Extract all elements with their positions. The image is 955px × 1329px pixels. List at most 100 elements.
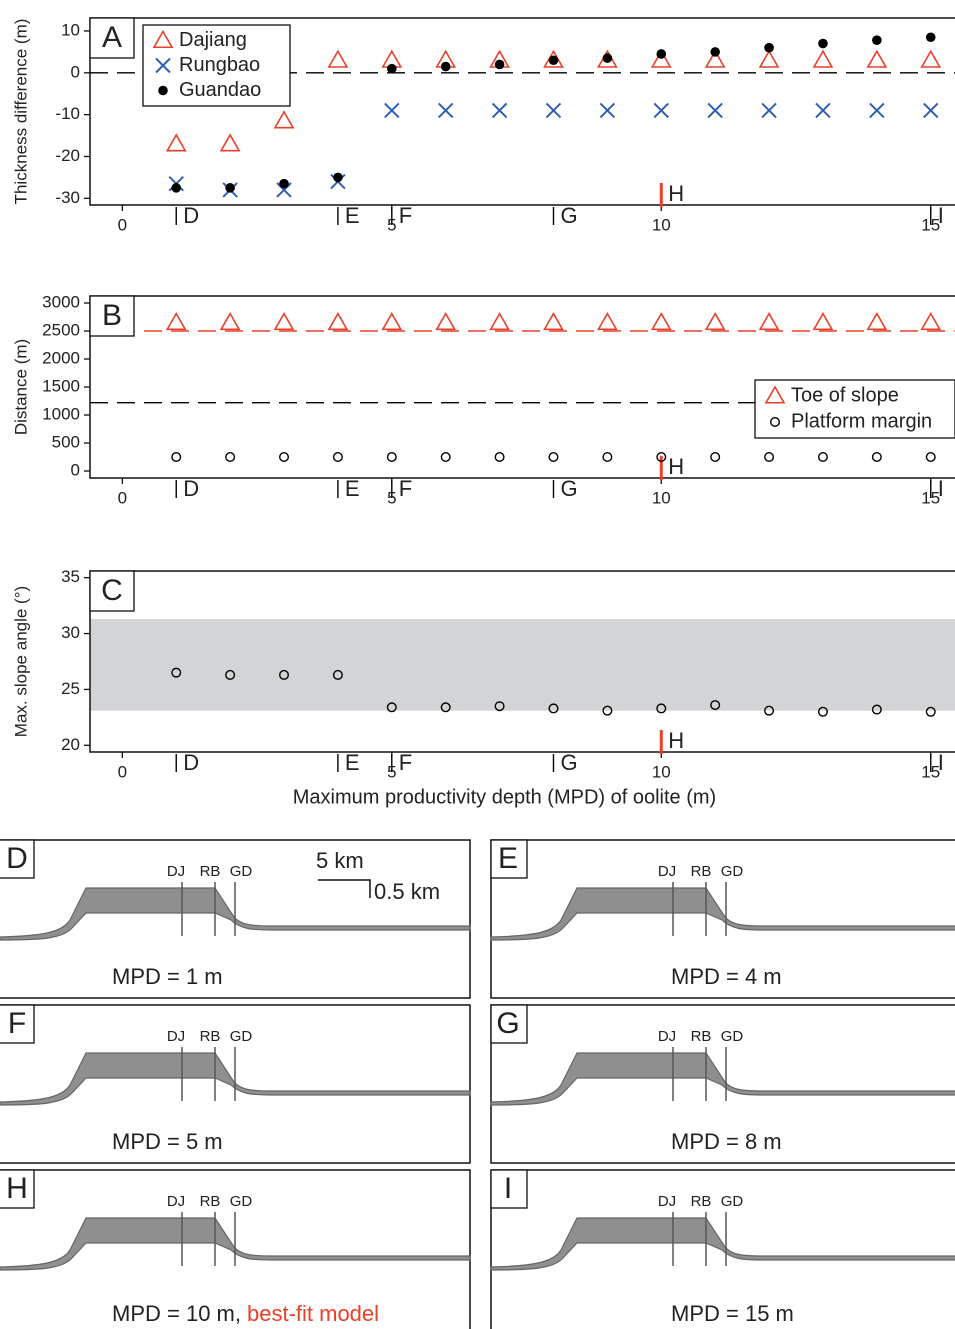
data-point: [171, 667, 182, 678]
caption-text: MPD = 1 m: [112, 964, 223, 989]
data-point: [387, 63, 397, 74]
caption-text: MPD = 10 m,: [112, 1301, 241, 1326]
y-tick-label: 0: [71, 62, 80, 81]
caption-text: MPD = 15 m: [671, 1301, 794, 1326]
data-point: [381, 311, 403, 331]
model-panel: DJ RB GD E MPD = 4 m: [490, 839, 955, 999]
section-marker-label: I: [938, 203, 944, 228]
data-point: [812, 311, 834, 331]
axes-frame: [89, 570, 955, 753]
data-point: [818, 38, 828, 49]
data-point: [869, 102, 885, 119]
x-tick-label: 0: [118, 215, 127, 234]
data-point: [279, 669, 290, 680]
x-tick-label: 0: [118, 488, 127, 507]
section-marker-label: G: [560, 476, 577, 501]
caption: MPD = 10 m, best-fit model: [112, 1301, 379, 1326]
data-point: [543, 311, 564, 331]
platform-profile: [490, 1052, 955, 1106]
panel-letter-box: [490, 1004, 528, 1044]
data-point: [435, 311, 457, 331]
data-point: [225, 452, 236, 463]
model-panel: DJ RB GD I MPD = 15 m: [490, 1169, 955, 1329]
data-point: [440, 452, 451, 463]
data-point: [327, 311, 349, 331]
data-point: [225, 183, 235, 193]
platform-profile: [0, 1052, 471, 1106]
data-point: [710, 452, 721, 463]
data-point: [710, 47, 720, 57]
data-point: [494, 701, 505, 712]
data-point: [494, 59, 505, 70]
data-point: [764, 452, 775, 463]
data-point: [871, 704, 882, 715]
well-label: DJ: [167, 1193, 185, 1210]
data-point: [704, 49, 726, 68]
platform-profile: [490, 887, 955, 941]
data-point: [171, 452, 182, 463]
data-point: [332, 452, 343, 463]
data-point: [925, 706, 936, 717]
y-tick-label: 3000: [42, 292, 80, 311]
well-label: RB: [691, 1193, 712, 1210]
data-point: [494, 452, 505, 463]
data-point: [225, 669, 236, 680]
y-tick-label: 30: [61, 623, 80, 642]
well-label: RB: [200, 1028, 221, 1045]
well-label: DJ: [658, 1193, 676, 1210]
data-point: [545, 102, 562, 119]
data-point: [273, 311, 295, 331]
section-marker-label: F: [399, 203, 412, 228]
panel-letter-box: [89, 17, 135, 59]
y-tick-label: -10: [55, 104, 80, 123]
platform-profile: [0, 887, 471, 941]
axes-frame: [89, 17, 955, 206]
well-label: RB: [691, 863, 712, 880]
panel-letter: I: [504, 1172, 512, 1205]
data-point: [599, 102, 616, 119]
data-point: [758, 311, 780, 331]
panel-letter-box: [0, 839, 35, 879]
y-axis-label: Distance (m): [11, 339, 30, 435]
panel-letter-box: [490, 839, 528, 879]
well-label: GD: [721, 1193, 744, 1210]
y-tick-label: 2000: [42, 348, 80, 367]
scale-label: 0.5 km: [374, 879, 440, 904]
section-marker-label: F: [399, 750, 412, 775]
data-point: [548, 703, 559, 714]
panel-letter-box: [89, 295, 135, 337]
section-marker-label: H: [668, 181, 684, 206]
data-point: [327, 49, 349, 68]
well-label: DJ: [167, 1028, 185, 1045]
data-point: [386, 702, 397, 713]
data-point: [279, 178, 289, 189]
data-point: [866, 49, 888, 68]
caption: MPD = 1 m: [112, 964, 223, 989]
section-marker-label: D: [183, 476, 199, 501]
panel-letter-box: [0, 1004, 35, 1044]
legend-box: [754, 379, 955, 439]
well-label: GD: [230, 1193, 253, 1210]
legend-label: Toe of slope: [791, 384, 899, 406]
data-point: [704, 311, 726, 331]
data-point: [333, 172, 343, 183]
well-label: GD: [230, 1028, 253, 1045]
data-point: [219, 133, 241, 152]
y-tick-label: -30: [55, 188, 80, 207]
platform-profile: [0, 1217, 471, 1271]
caption: MPD = 4 m: [671, 964, 782, 989]
y-tick-label: 10: [61, 20, 80, 39]
y-tick-label: 35: [61, 567, 80, 586]
legend-label: Platform margin: [791, 410, 932, 432]
section-marker-label: G: [560, 203, 577, 228]
data-point: [710, 700, 721, 711]
data-point: [165, 133, 187, 152]
shaded-range: [90, 619, 955, 711]
section-marker-label: H: [668, 454, 684, 479]
data-point: [920, 49, 942, 68]
caption: MPD = 5 m: [112, 1129, 223, 1154]
y-tick-label: 2500: [42, 320, 80, 339]
data-point: [650, 311, 672, 331]
data-point: [602, 705, 613, 716]
